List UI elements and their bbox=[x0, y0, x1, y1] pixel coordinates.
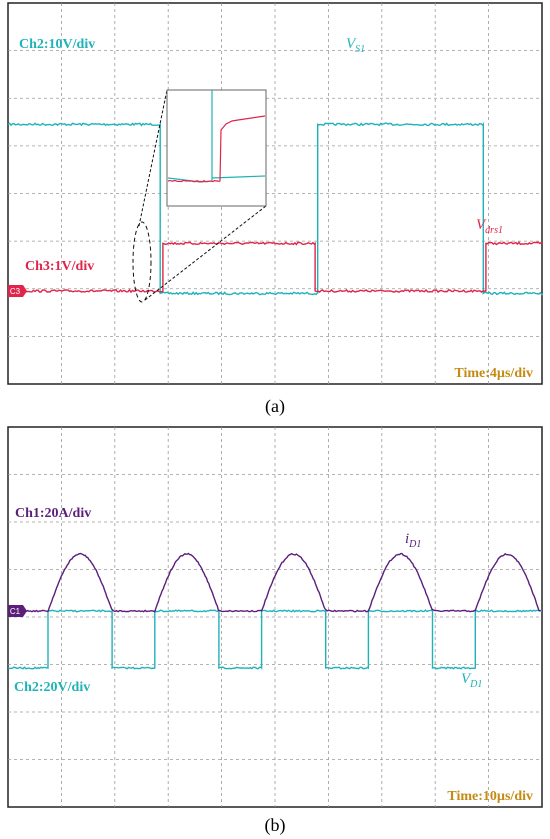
vs1-sub: S1 bbox=[355, 44, 365, 55]
zoom-connector-right bbox=[144, 205, 267, 301]
scope-b-traces bbox=[7, 552, 543, 670]
panel-b: Ch1:20A/div Ch2:20V/div iD1 VD1 Time:10µ… bbox=[7, 426, 543, 808]
ch2-label-b: Ch2:20V/div bbox=[14, 680, 90, 695]
caption-b: (b) bbox=[265, 815, 286, 836]
panel-a: Ch2:10V/div Ch3:1V/div VS1 Vdrs1 Time:4µ… bbox=[7, 2, 543, 385]
id1-main: i bbox=[405, 531, 409, 547]
vd1-main: V bbox=[461, 671, 472, 687]
inset-trace-vdrs1-high bbox=[237, 115, 266, 121]
trace-a-v-drs1 bbox=[7, 241, 543, 294]
ch1-marker-shape bbox=[8, 605, 27, 617]
vs1-label: VS1 bbox=[346, 36, 365, 55]
vdrs1-main: V bbox=[476, 217, 487, 233]
ch3-label-a: Ch3:1V/div bbox=[25, 259, 94, 274]
ch2-label-a: Ch2:10V/div bbox=[19, 37, 95, 52]
vs1-main: V bbox=[346, 36, 357, 52]
zoom-connector-left bbox=[138, 89, 168, 227]
ch3-marker-text: C3 bbox=[10, 287, 21, 296]
ch1-marker: C1 bbox=[8, 605, 27, 617]
zoom-inset bbox=[132, 89, 267, 303]
vdrs1-label: Vdrs1 bbox=[476, 217, 503, 236]
trace-b-i-d1 bbox=[7, 552, 541, 613]
zoom-box bbox=[166, 89, 267, 207]
caption-a: (a) bbox=[265, 396, 285, 417]
id1-label: iD1 bbox=[405, 531, 421, 550]
time-scale-a: Time:4µs/div bbox=[454, 366, 533, 381]
trace-a-v-s1 bbox=[7, 121, 543, 296]
zoom-traces bbox=[167, 90, 266, 183]
time-scale-b: Time:10µs/div bbox=[447, 789, 533, 804]
scope-a-grid bbox=[8, 3, 542, 384]
zoom-ellipse bbox=[132, 221, 152, 303]
ch1-marker-text: C1 bbox=[10, 607, 21, 616]
ch3-marker: C3 bbox=[8, 285, 27, 297]
inset-trace-vdrs1-rise bbox=[167, 119, 239, 183]
ch1-label-b: Ch1:20A/div bbox=[15, 506, 91, 521]
ch3-marker-shape bbox=[8, 285, 27, 297]
vd1-sub: D1 bbox=[469, 679, 482, 690]
scope-b-grid bbox=[8, 427, 542, 807]
vdrs1-sub: drs1 bbox=[485, 225, 503, 236]
id1-sub: D1 bbox=[408, 539, 421, 550]
inset-trace-vs1-low bbox=[211, 175, 266, 179]
scope-a-traces bbox=[7, 121, 543, 296]
trace-b-v-d1 bbox=[7, 609, 543, 670]
vd1-label: VD1 bbox=[461, 671, 482, 690]
